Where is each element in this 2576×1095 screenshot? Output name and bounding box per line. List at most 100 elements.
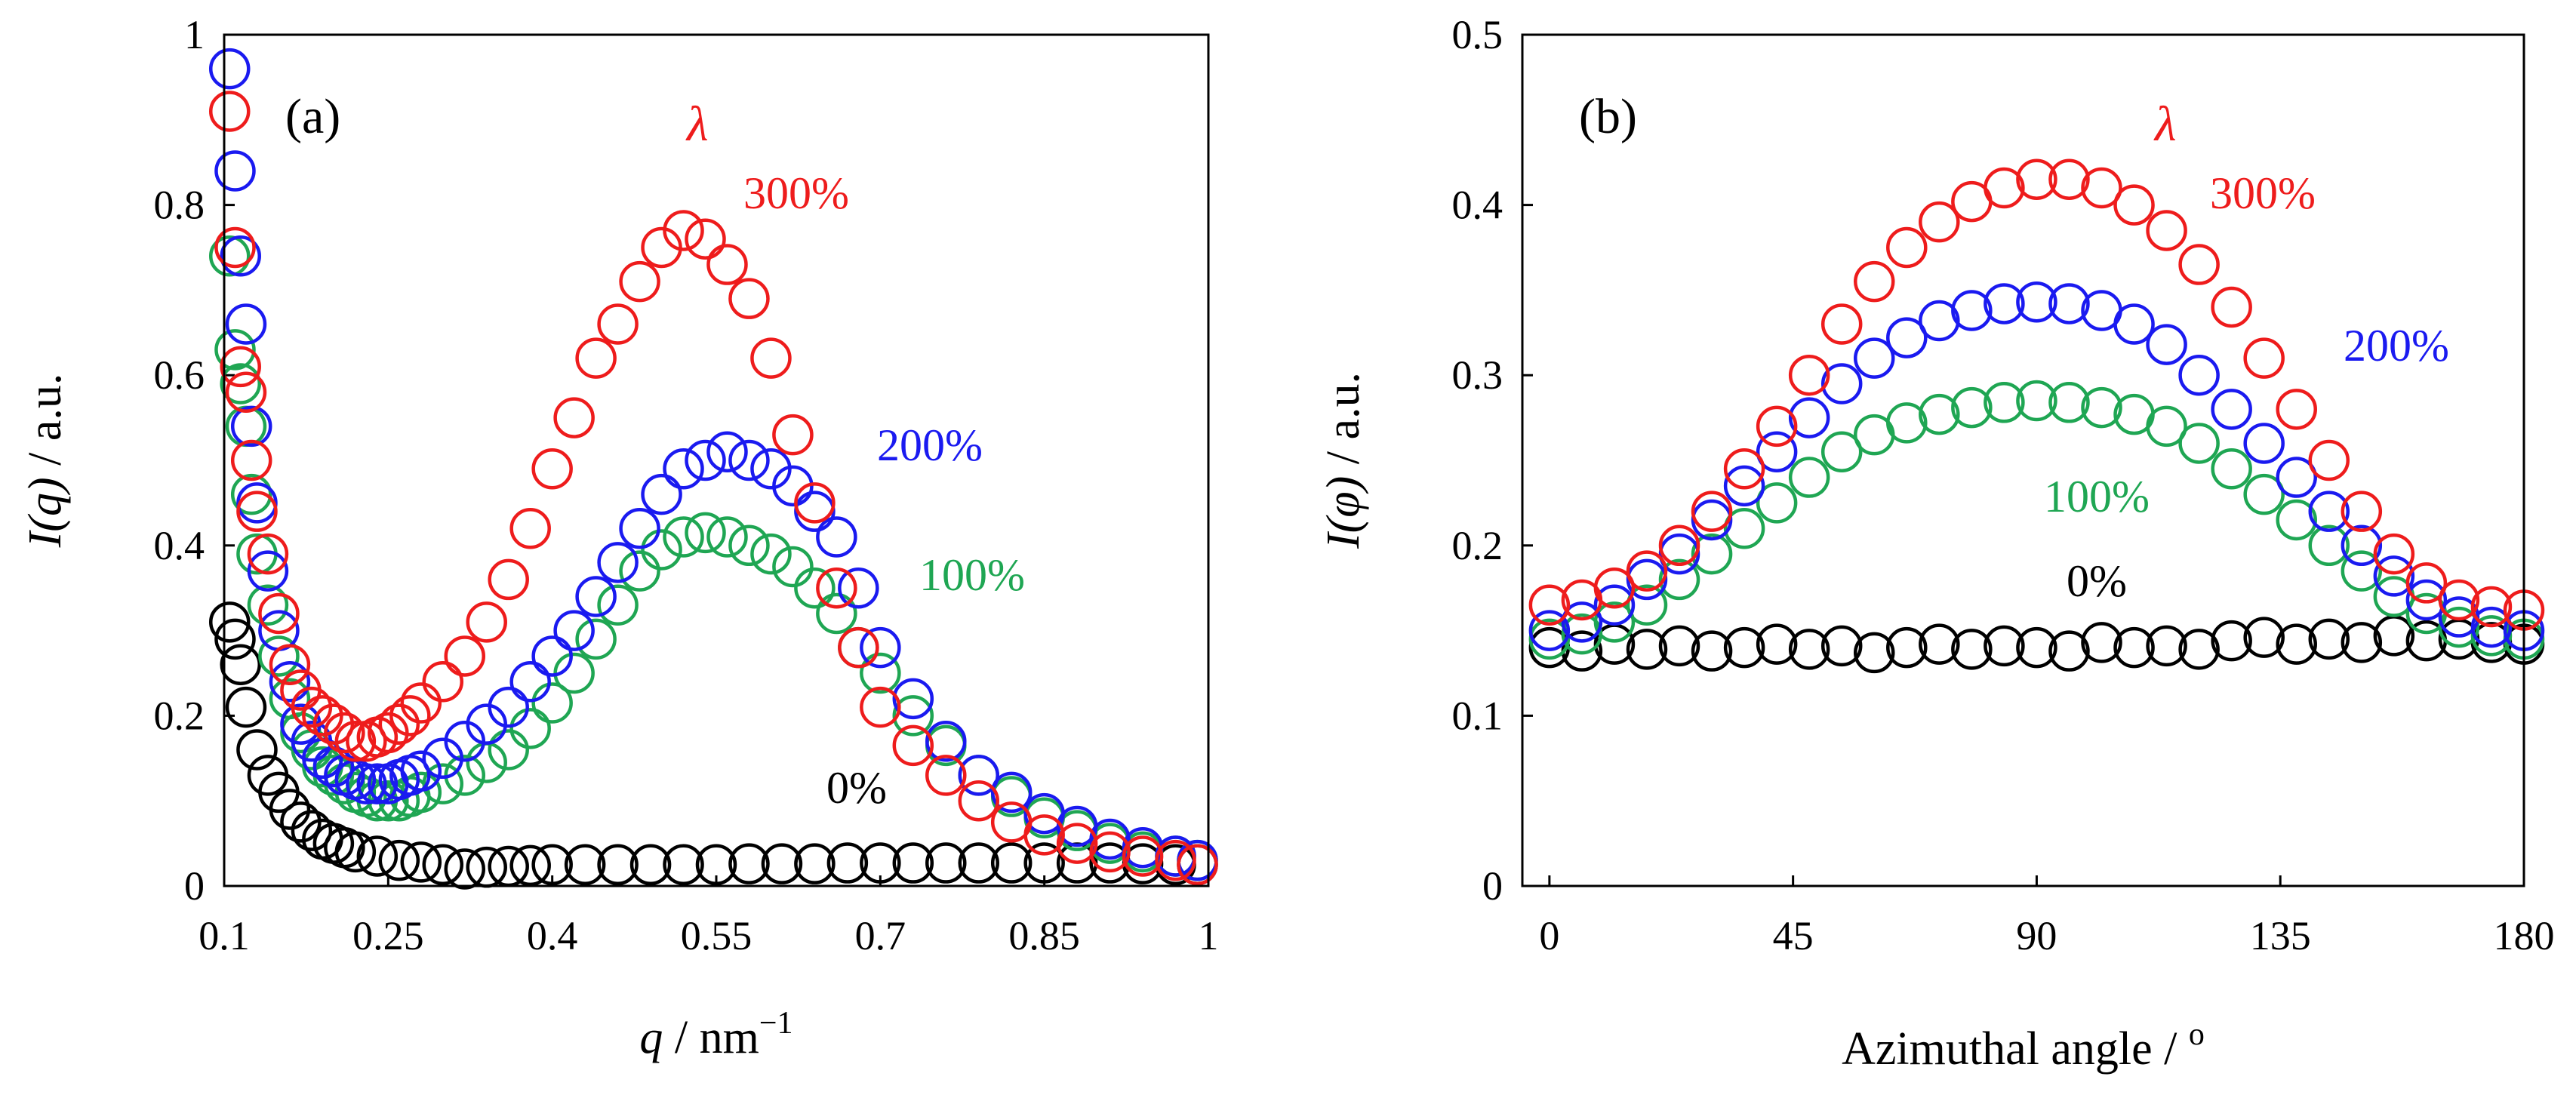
panel-b-point-200 [1756, 431, 1798, 472]
panel-a-y-tick-label: 0.2 [154, 693, 205, 738]
panel-a-x-axis-title: q / nm−1 [639, 1006, 792, 1063]
panel-a-point-300 [1056, 823, 1098, 864]
panel-a-point-200 [892, 678, 934, 720]
panel-a-point-100 [208, 235, 251, 277]
panel-b-point-200 [1528, 610, 1571, 651]
panel-a-point-300 [838, 626, 879, 669]
panel-b-point-100 [1528, 618, 1571, 660]
panel-b-x-tick-label: 180 [2494, 913, 2555, 958]
panel-a-point-0 [531, 844, 573, 886]
panel-b-point-0 [2243, 617, 2285, 658]
panel-a-point-200 [794, 491, 836, 532]
panel-b-point-0 [1723, 626, 1765, 669]
panel-b-point-300 [1593, 567, 1636, 609]
panel-b-y-tick-label: 0.4 [1452, 183, 1503, 228]
panel-a-point-200 [258, 610, 300, 651]
panel-a-point-0 [728, 843, 770, 884]
panel-b-point-200 [2146, 324, 2187, 365]
panel-b-point-0 [1984, 625, 2025, 667]
panel-a-point-300 [466, 601, 507, 643]
panel-b-points [1528, 158, 2545, 674]
panel-a-point-0 [269, 789, 311, 830]
panel-a-x-tick-label: 1 [1199, 913, 1219, 958]
panel-a-point-100 [728, 524, 770, 567]
panel-b-y-tick-label: 0.5 [1452, 12, 1503, 57]
panel-b-point-300 [1886, 226, 1928, 269]
panel-a-point-300 [236, 491, 278, 532]
panel-a-point-0 [958, 842, 999, 884]
panel-a-point-200 [400, 750, 442, 792]
panel-a-point-0 [597, 844, 639, 886]
panel-a-point-200 [597, 542, 639, 583]
panel-a-point-100 [422, 763, 464, 804]
panel-b-point-200 [2016, 281, 2057, 323]
panel-a-point-100 [466, 742, 507, 783]
panel-a-x-axis-title-symbol: q [639, 1012, 663, 1063]
panel-b-point-200 [1561, 601, 1603, 643]
panel-a-point-0 [291, 810, 333, 851]
panel-a-point-0 [225, 686, 267, 728]
panel-b-point-0 [2276, 623, 2317, 665]
panel-b-point-100 [2276, 499, 2317, 541]
panel-a-point-100 [509, 708, 551, 749]
panel-a-point-200 [816, 516, 857, 558]
panel-b-point-200 [2438, 596, 2480, 638]
panel-b-x-tick-label: 90 [2016, 913, 2057, 958]
panel-a-x-tick-label: 0.4 [527, 913, 578, 958]
panel-b-point-300 [2211, 286, 2252, 328]
panel-a-point-200 [838, 567, 879, 609]
panel-a-point-300 [444, 635, 486, 677]
panel-a-series-label-300: 300% [743, 168, 849, 218]
panel-a-y-tick-label: 0.6 [154, 352, 205, 398]
panel-a-point-100 [531, 682, 573, 724]
panel-a-point-200 [860, 626, 901, 669]
panel-b-y-tick-label: 0.1 [1452, 693, 1503, 738]
panel-a-point-0 [892, 842, 934, 884]
panel-a-point-100 [214, 329, 256, 371]
panel-a-point-300 [258, 592, 300, 635]
panel-b-point-200 [1919, 300, 1960, 342]
panel-b-series-label-0: 0% [2067, 556, 2127, 606]
panel-a-point-100 [685, 512, 726, 554]
panel-a-point-300 [1089, 831, 1131, 873]
panel-b-point-100 [1788, 457, 1830, 498]
panel-b-point-100 [2178, 423, 2220, 464]
panel-a-point-0 [826, 842, 869, 884]
panel-b-point-0 [1658, 625, 1700, 667]
panel-a-point-0 [356, 835, 399, 877]
panel-a-point-200 [619, 507, 660, 549]
panel-a-point-300 [400, 682, 442, 724]
panel-b-point-200 [2113, 303, 2155, 345]
panel-b-point-0 [1853, 632, 1895, 674]
panel-a-point-200 [230, 405, 272, 448]
panel-b-point-200 [2405, 579, 2448, 621]
panel-b-point-200 [1593, 584, 1636, 626]
panel-b-x-tick-label: 0 [1539, 913, 1559, 958]
panel-a-x-tick-label: 0.1 [199, 913, 250, 958]
panel-b-point-100 [2470, 615, 2513, 657]
panel-b-point-200 [1853, 337, 1895, 379]
panel-a-point-300 [816, 567, 857, 609]
panel-a-point-0 [236, 729, 278, 770]
panel-a-point-300 [663, 210, 704, 251]
panel-b-point-300 [2341, 491, 2383, 532]
panel-a-point-300 [208, 91, 251, 132]
panel-b-point-300 [2146, 210, 2187, 251]
panel-a-point-0 [466, 846, 507, 888]
panel-a-point-300 [220, 346, 261, 388]
panel-a-point-200 [509, 661, 551, 703]
panel-b-point-300 [2113, 184, 2155, 226]
panel-a-point-200 [346, 763, 387, 804]
panel-a-point-100 [597, 584, 639, 626]
panel-b-plot-frame [1521, 33, 2525, 887]
panel-a-point-300 [531, 448, 573, 490]
panel-b-point-0 [1820, 625, 1863, 667]
panel-a-y-axis-title-unit: / a.u. [20, 374, 71, 478]
panel-b-point-200 [1723, 465, 1765, 507]
panel-b-point-300 [2081, 167, 2122, 209]
panel-a-point-200 [214, 150, 256, 192]
panel-a-point-300 [324, 712, 365, 754]
panel-a-point-200 [488, 686, 529, 728]
panel-a-point-200 [706, 431, 748, 472]
